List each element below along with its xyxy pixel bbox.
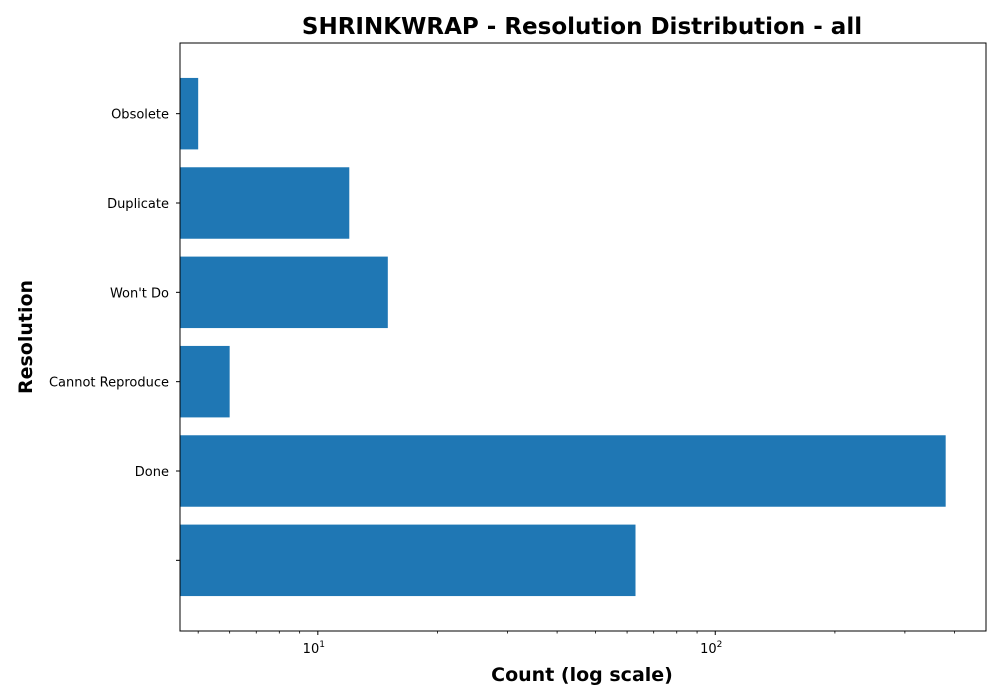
y-tick-label: Obsolete (111, 108, 169, 123)
x-axis-label: Count (log scale) (491, 664, 673, 686)
y-axis-label: Resolution (15, 280, 37, 394)
bar (180, 77, 199, 150)
bars-group (180, 77, 946, 597)
chart-title: SHRINKWRAP - Resolution Distribution - a… (302, 14, 862, 40)
bar (180, 524, 636, 597)
y-tick-label: Cannot Reproduce (49, 376, 169, 391)
x-tick-label: 101 (303, 640, 325, 657)
bar (180, 435, 946, 507)
y-tick-label: Won't Do (110, 286, 169, 301)
bar (180, 256, 388, 329)
y-tick-label: Done (135, 465, 169, 480)
y-ticks-group: Done Cannot Reproduce Won't Do Duplicate Obs… (49, 108, 180, 561)
y-tick-label: Duplicate (107, 197, 169, 212)
plot-frame (179, 42, 987, 632)
bar (180, 345, 230, 418)
x-ticks-group: 101 102 (197, 631, 955, 657)
x-tick-label: 102 (700, 640, 722, 657)
bar (180, 167, 350, 239)
